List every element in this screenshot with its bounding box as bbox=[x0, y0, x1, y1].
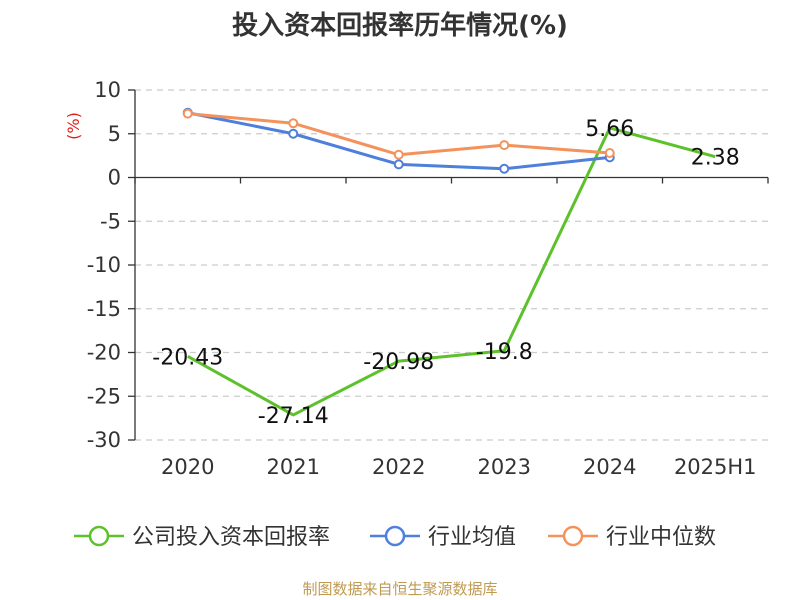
data-label: 5.66 bbox=[585, 117, 634, 142]
y-tick-label: 5 bbox=[108, 122, 121, 146]
legend-label: 行业均值 bbox=[428, 525, 516, 550]
data-label: -20.98 bbox=[363, 350, 434, 375]
source-note: 制图数据来自恒生聚源数据库 bbox=[302, 580, 497, 598]
series-group bbox=[182, 107, 716, 417]
legend-label: 行业中位数 bbox=[606, 525, 716, 550]
data-label: 2.38 bbox=[691, 146, 740, 171]
data-point bbox=[499, 163, 510, 174]
y-tick-label: -20 bbox=[87, 341, 121, 365]
grid-lines bbox=[135, 89, 768, 441]
y-tick-label: -25 bbox=[87, 384, 121, 408]
x-tick-label: 2022 bbox=[372, 455, 425, 479]
data-label: -19.8 bbox=[476, 340, 533, 365]
x-tick-label: 2021 bbox=[267, 455, 320, 479]
data-label: -27.14 bbox=[258, 404, 329, 429]
legend: 公司投入资本回报率 行业均值 行业中位数 bbox=[74, 525, 716, 550]
data-point bbox=[288, 128, 299, 139]
y-tick-label: -15 bbox=[87, 297, 121, 321]
y-tick-label: -30 bbox=[87, 428, 121, 452]
x-tick-label: 2020 bbox=[161, 455, 214, 479]
y-tick-label: -5 bbox=[100, 209, 121, 233]
data-point bbox=[393, 149, 404, 160]
data-point bbox=[288, 118, 299, 129]
data-point bbox=[393, 159, 404, 170]
x-tick-label: 2025H1 bbox=[674, 455, 757, 479]
data-labels: -20.43 -27.14 -20.98 -19.8 5.66 2.38 bbox=[152, 117, 739, 429]
legend-label: 公司投入资本回报率 bbox=[132, 525, 330, 550]
x-tick-label: 2023 bbox=[478, 455, 531, 479]
data-point bbox=[604, 148, 615, 158]
legend-swatch-marker bbox=[562, 525, 584, 547]
y-tick-label: 10 bbox=[94, 78, 121, 102]
axes: 10 5 0 -5 -10 -15 -20 -25 -30 2020 2021 2022 2023 202… bbox=[87, 78, 769, 479]
y-axis-unit: (%) bbox=[64, 112, 83, 140]
legend-swatch-marker bbox=[384, 525, 406, 547]
x-tick-label: 2024 bbox=[583, 455, 636, 479]
data-label: -20.43 bbox=[152, 345, 223, 370]
y-tick-label: 0 bbox=[108, 166, 121, 190]
y-tick-label: -10 bbox=[87, 253, 121, 277]
legend-swatch-marker bbox=[88, 525, 110, 547]
data-point bbox=[499, 140, 510, 151]
series-line-0 bbox=[187, 126, 716, 417]
data-point bbox=[182, 108, 193, 119]
chart-title: 投入资本回报率历年情况(%) bbox=[232, 10, 568, 41]
